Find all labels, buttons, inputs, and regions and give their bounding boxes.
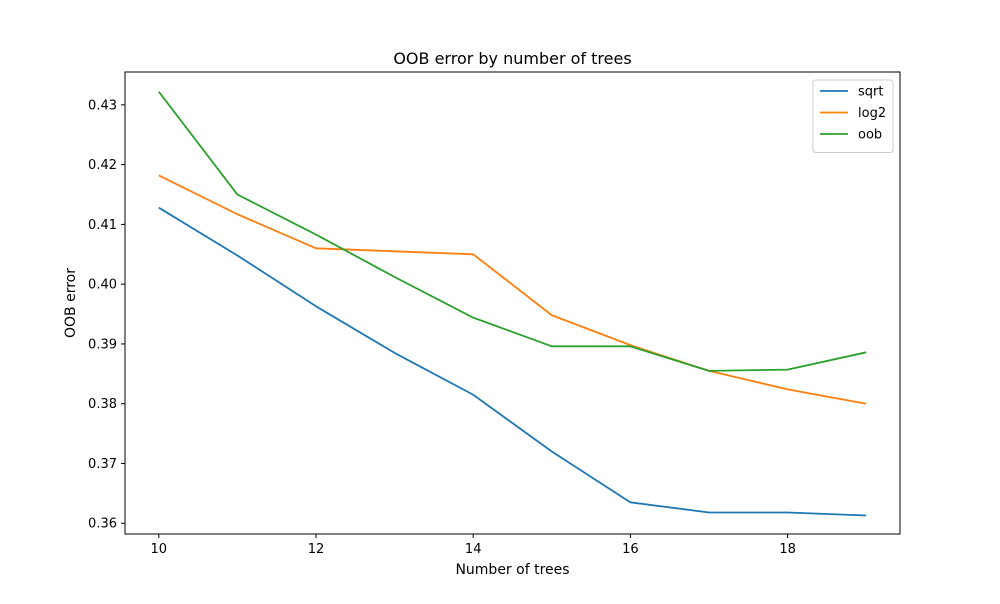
y-tick-label: 0.39 (88, 337, 117, 352)
series-line-log2 (158, 174, 867, 405)
x-axis-label: Number of trees (455, 562, 569, 578)
x-axis: 10 12 14 16 18 (151, 534, 796, 557)
x-tick-label: 10 (151, 542, 168, 557)
legend-label-log2: log2 (858, 106, 886, 121)
plot-area (124, 71, 901, 535)
y-tick-label: 0.36 (88, 517, 117, 532)
legend-label-oob: oob (858, 128, 882, 143)
legend: sqrt log2 oob (812, 79, 894, 153)
y-axis: 0.36 0.37 0.38 0.39 0.40 0.41 0.42 0.43 (88, 98, 125, 532)
y-tick-label: 0.40 (88, 278, 117, 293)
y-axis-label: OOB error (63, 268, 79, 338)
y-tick-label: 0.37 (88, 457, 117, 472)
x-tick-label: 14 (465, 542, 482, 557)
x-tick-label: 16 (622, 542, 639, 557)
plot-frame (124, 71, 901, 535)
legend-label-sqrt: sqrt (858, 85, 883, 100)
series-layer (158, 91, 867, 517)
y-tick-label: 0.42 (88, 158, 117, 173)
x-tick-label: 18 (779, 542, 796, 557)
series-line-oob (158, 91, 867, 372)
y-tick-label: 0.38 (88, 397, 117, 412)
y-tick-label: 0.41 (88, 218, 117, 233)
series-line-sqrt (158, 206, 867, 517)
y-tick-label: 0.43 (88, 98, 117, 113)
x-tick-label: 12 (308, 542, 325, 557)
chart-title: OOB error by number of trees (393, 49, 631, 68)
